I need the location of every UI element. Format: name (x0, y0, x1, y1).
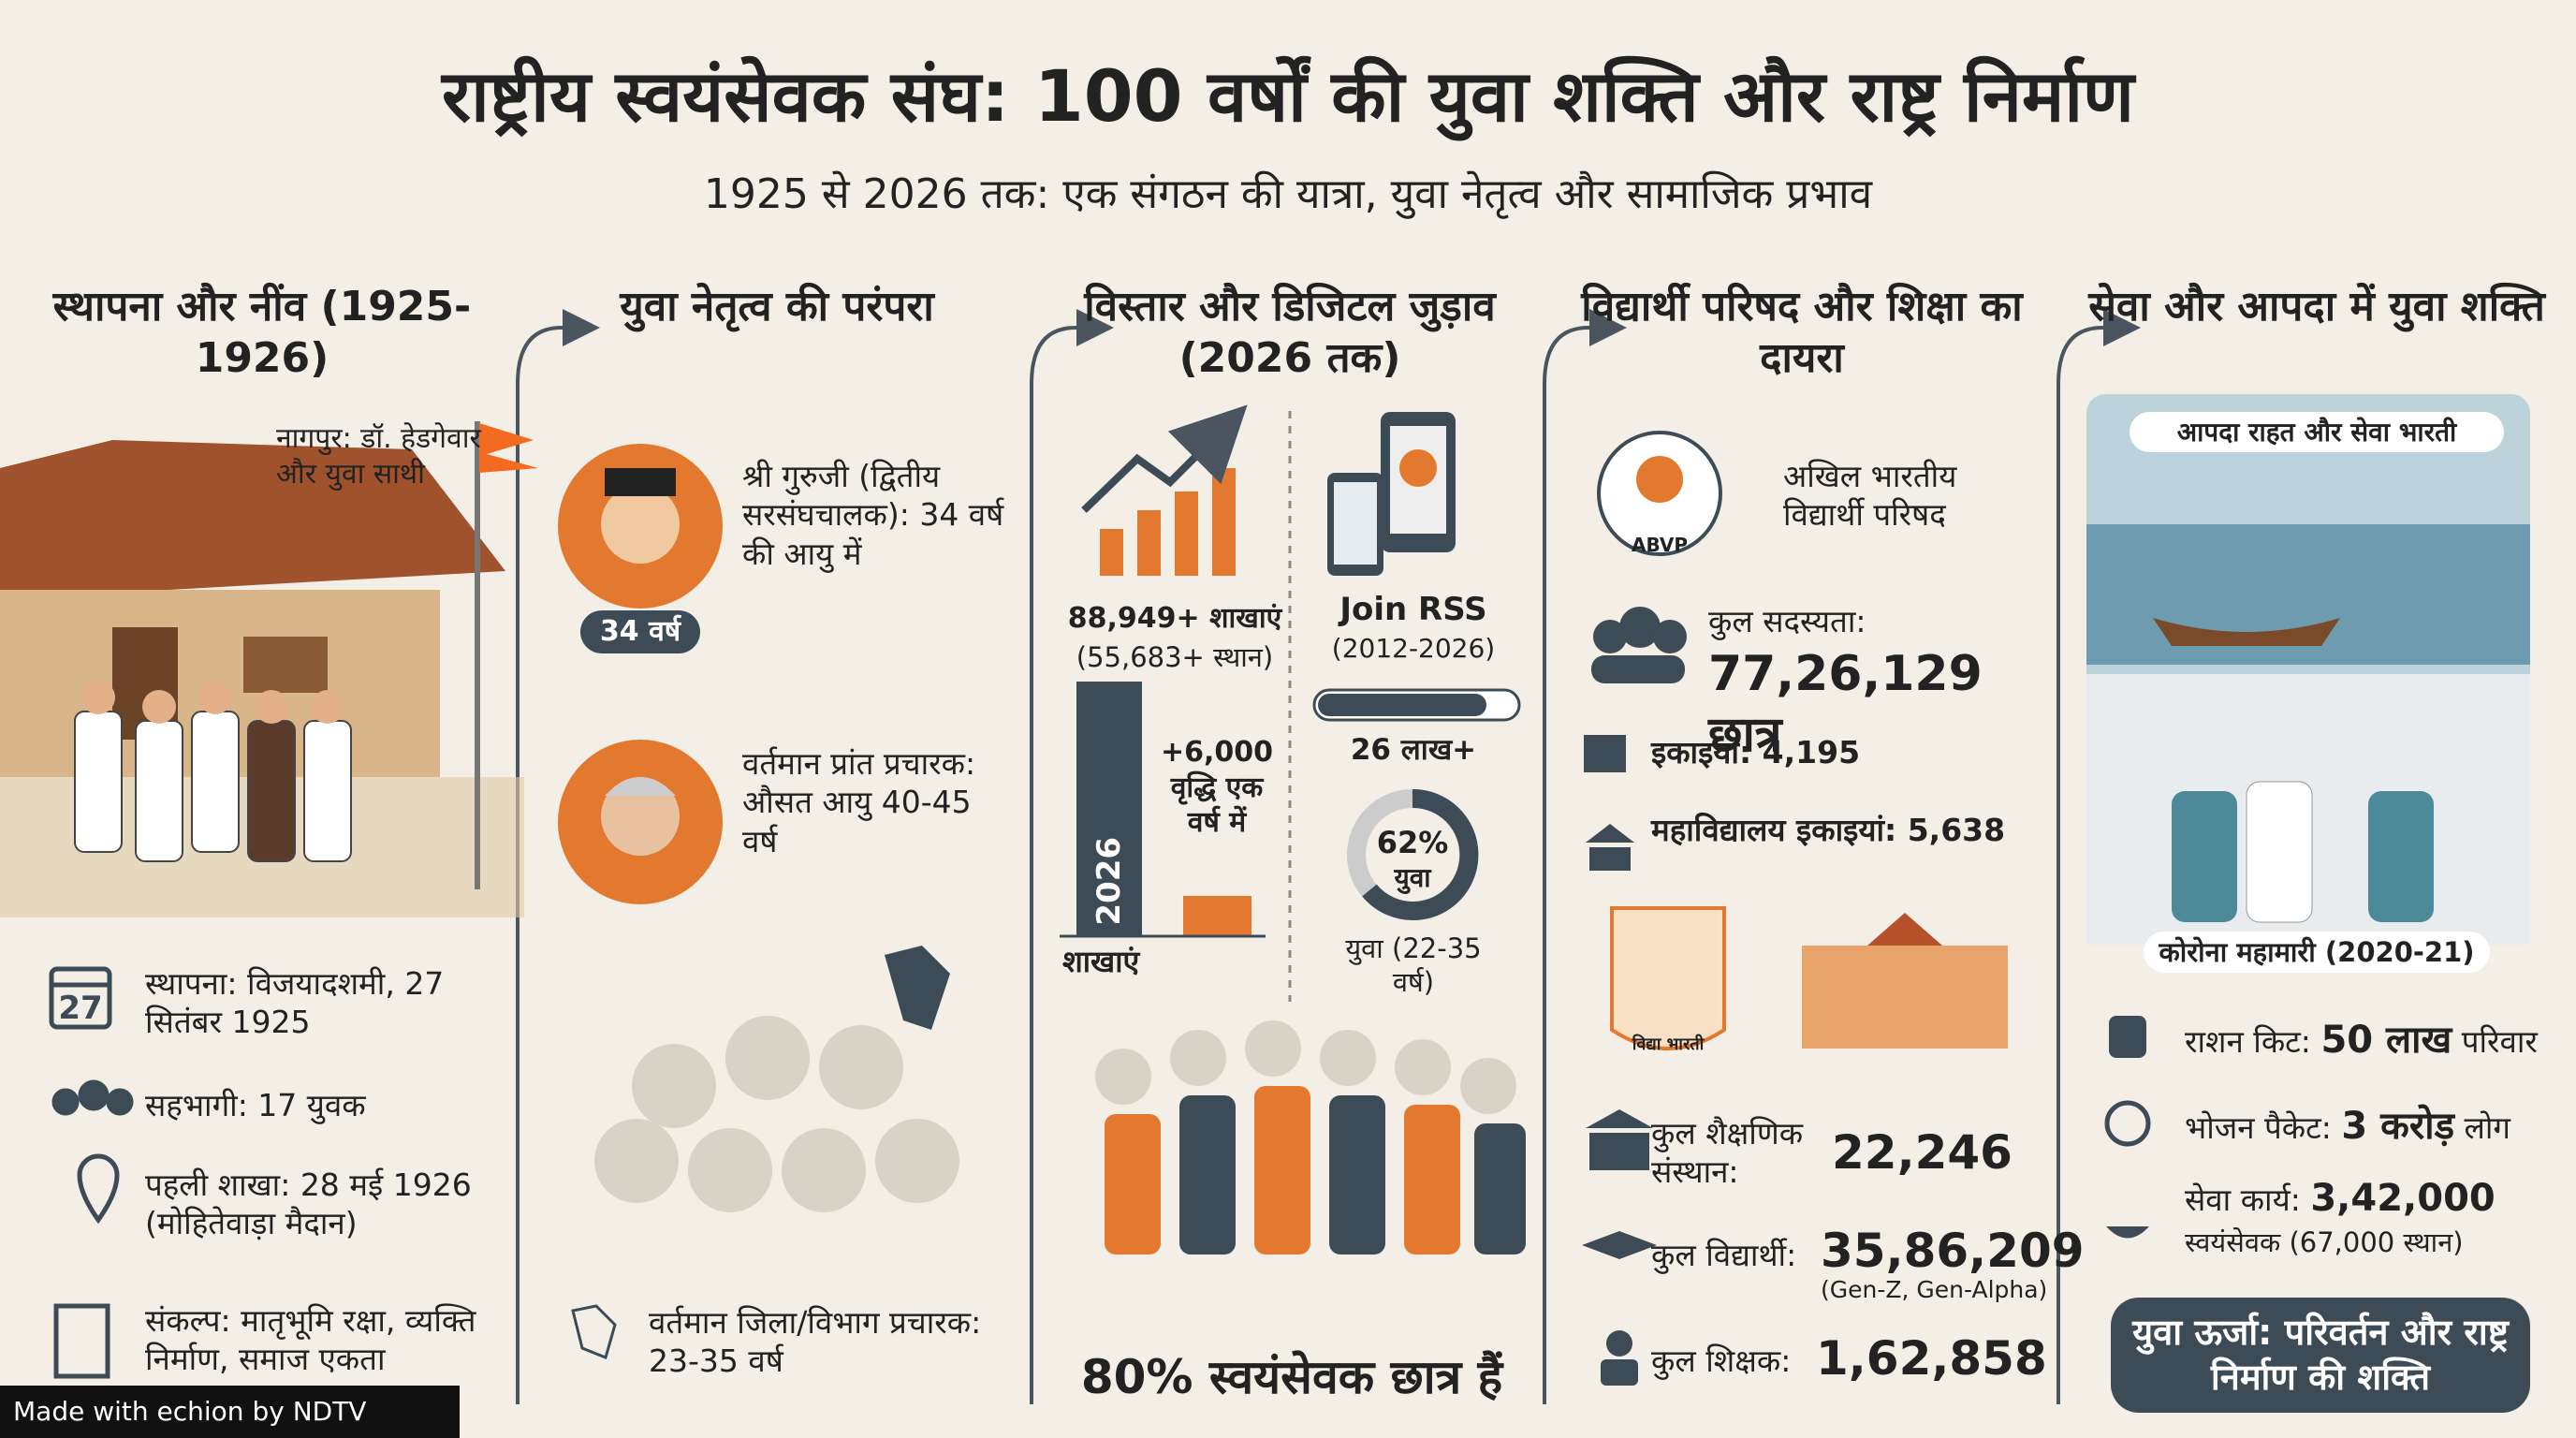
banner: युवा ऊर्जा: परिवर्तन और राष्ट्र निर्माण … (2132, 1312, 2509, 1398)
places: (55,683+ स्थान) (1076, 641, 1274, 673)
heading: युवा नेतृत्व की परंपरा (620, 283, 934, 330)
institutions-label: कुल शैक्षणिक संस्थान: (1651, 1115, 1804, 1191)
col5-graphics (2086, 394, 2530, 1413)
ration: राशन किट: 50 लाख परिवार (2185, 1017, 2576, 1064)
students-label: कुल विद्यार्थी: (1651, 1237, 1797, 1273)
institutions-value: 22,246 (1832, 1125, 2012, 1180)
title: राष्ट्रीय स्वयंसेवक संघ: 100 वर्षों की य… (441, 54, 2135, 138)
growth: +6,000 वृद्धि एक वर्ष में (1160, 736, 1274, 839)
annotation: नागपुर: डॉ. हेडगेवार और युवा साथी (276, 422, 481, 491)
col4-graphics (1582, 431, 2008, 1386)
students-note: (Gen-Z, Gen-Alpha) (1821, 1276, 2048, 1303)
item: स्थापना: विजयादशमी, 27 सितंबर 1925 (145, 965, 445, 1041)
abvp-name: अखिल भारतीय विद्यार्थी परिषद (1783, 458, 1957, 534)
pranth-text: वर्तमान प्रांत प्रचारक: औसत आयु 40-45 वर… (742, 745, 976, 859)
heading: विस्तार और डिजिटल जुड़ाव (2026 तक) (1084, 283, 1496, 382)
guruji-text: श्री गुरुजी (द्वितीय सरसंघचालक): 34 वर्ष… (742, 458, 1004, 572)
age-badge: 34 वर्ष (599, 615, 681, 648)
ration-label: राशन किट: (2185, 1023, 2311, 1060)
heading: सेवा और आपदा में युवा शक्ति (2088, 283, 2545, 330)
col3-graphics (1060, 404, 1526, 1255)
seva: सेवा कार्य: 3,42,000 स्वयंसेवक (67,000 स्… (2185, 1175, 2576, 1260)
join-years: (2012-2026) (1331, 633, 1496, 664)
covid-caption: कोरोना महामारी (2020-21) (2144, 932, 2490, 974)
heading: स्थापना और नींव (1925-1926) (52, 283, 472, 382)
item: पहली शाखा: 28 मई 1926 (मोहितेवाड़ा मैदान… (145, 1167, 472, 1242)
seva-label: सेवा कार्य: (2185, 1181, 2301, 1218)
seva-value: 3,42,000 (2310, 1177, 2496, 1220)
membership-label: कुल सदस्यता: (1708, 603, 1866, 639)
food-unit: लोग (2464, 1109, 2510, 1146)
item: सहभागी: 17 युवक (145, 1087, 366, 1123)
col1-icons (49, 966, 134, 1379)
made-with-badge: Made with echion by NDTV (13, 1396, 367, 1427)
join-count: 26 लाख+ (1350, 733, 1477, 767)
jila-text: वर्तमान जिला/विभाग प्रचारक: 23-35 वर्ष (649, 1304, 982, 1380)
calendar-day: 27 (58, 990, 103, 1027)
subtitle: 1925 से 2026 तक: एक संगठन की यात्रा, युव… (703, 170, 1873, 218)
students-value: 35,86,209 (1821, 1224, 2085, 1278)
donut-label: युवा (1394, 862, 1431, 893)
teachers-label: कुल शिक्षक: (1651, 1343, 1792, 1379)
food-label: भोजन पैकेट: (2185, 1109, 2332, 1146)
food: भोजन पैकेट: 3 करोड़ लोग (2185, 1103, 2576, 1150)
heading: विद्यार्थी परिषद और शिक्षा का दायरा (1581, 283, 2023, 382)
bar-label: 2026 (1090, 836, 1128, 926)
food-value: 3 करोड़ (2341, 1105, 2454, 1148)
item: संकल्प: मातृभूमि रक्षा, व्यक्ति निर्माण,… (145, 1302, 476, 1378)
college-units: महाविद्यालय इकाइयां: 5,638 (1651, 812, 2006, 848)
ration-unit: परिवार (2461, 1023, 2538, 1060)
axis-label: शाखाएं (1062, 944, 1140, 979)
join-rss: Join RSS (1339, 591, 1487, 628)
ration-value: 50 लाख (2320, 1019, 2452, 1062)
student-share: 80% स्वयंसेवक छात्र हैं (1080, 1350, 1503, 1404)
badge-bg (0, 1386, 460, 1438)
units: इकाइयां: 4,195 (1651, 734, 1861, 770)
relief-caption: आपदा राहत और सेवा भारती (2130, 412, 2504, 452)
membership-value: 77,26,129 छात्र (1708, 646, 1983, 763)
shakha-count: 88,949+ शाखाएं (1067, 602, 1282, 635)
seva-unit: स्वयंसेवक (67,000 स्थान) (2185, 1226, 2464, 1258)
teachers-value: 1,62,858 (1816, 1331, 2047, 1386)
portraits (558, 444, 959, 1360)
abvp-logo-text: ABVP (1631, 534, 1689, 556)
dividers (516, 309, 2141, 1404)
youth-caption: युवा (22-35 वर्ष) (1345, 932, 1482, 999)
vb-logo-text: विद्या भारती (1632, 1034, 1705, 1054)
donut-value: 62% (1376, 825, 1449, 860)
house-illustration (0, 421, 538, 917)
